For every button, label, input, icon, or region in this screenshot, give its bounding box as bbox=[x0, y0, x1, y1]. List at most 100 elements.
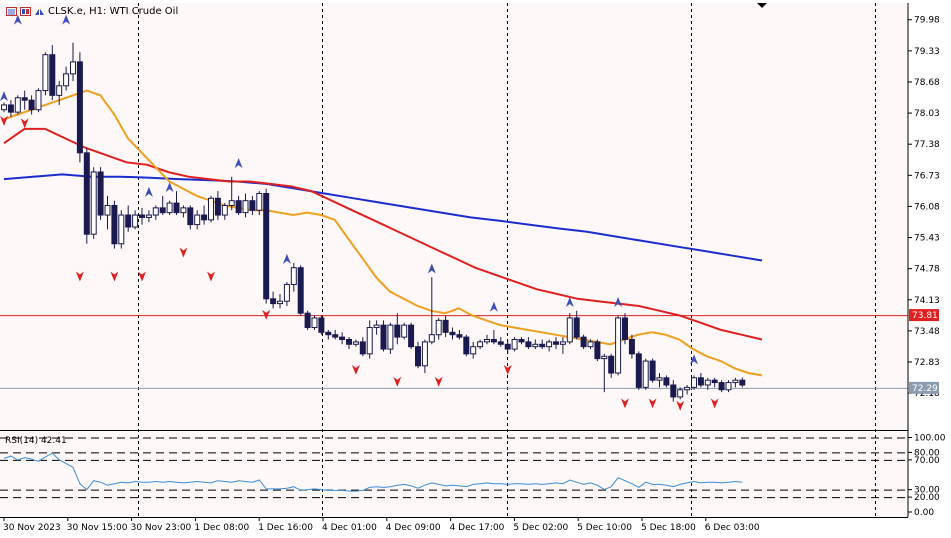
candle bbox=[214, 191, 221, 220]
fractal-down-icon bbox=[262, 309, 271, 320]
candle bbox=[608, 353, 615, 378]
candle-body bbox=[546, 341, 553, 348]
candle-body bbox=[497, 341, 504, 345]
candle bbox=[656, 373, 663, 388]
rsi-tick-label: 100.00 bbox=[914, 434, 946, 444]
candle-body bbox=[553, 341, 559, 345]
candle bbox=[470, 341, 477, 359]
bars-icon[interactable] bbox=[6, 7, 17, 16]
candle-body bbox=[7, 104, 14, 113]
ma-fast-line bbox=[3, 89, 763, 377]
tile-icon[interactable] bbox=[20, 7, 31, 16]
candle-body bbox=[449, 331, 456, 336]
candle-body bbox=[180, 207, 187, 214]
candle bbox=[415, 341, 421, 369]
candle bbox=[14, 95, 21, 115]
candle bbox=[704, 377, 711, 390]
candle bbox=[318, 315, 325, 335]
strategy-icon[interactable] bbox=[34, 7, 45, 16]
y-tick-label: 77.38 bbox=[914, 140, 940, 150]
candle bbox=[691, 375, 697, 390]
candle bbox=[684, 384, 691, 395]
rsi-series bbox=[3, 452, 743, 492]
candle-body bbox=[145, 214, 152, 218]
price-label: 73.81 bbox=[909, 309, 939, 322]
rsi-title: RSI(14) 42.41 bbox=[5, 436, 67, 446]
candle-body bbox=[587, 341, 594, 348]
chart-shift-marker-icon[interactable] bbox=[757, 3, 767, 8]
candle bbox=[725, 380, 732, 393]
candle-body bbox=[622, 317, 628, 340]
candle-body bbox=[63, 73, 70, 87]
candle bbox=[208, 195, 214, 223]
candle-body bbox=[456, 334, 463, 338]
candle bbox=[594, 339, 601, 362]
candle-body bbox=[235, 200, 242, 214]
candle-body bbox=[615, 317, 622, 374]
fractal-down-icon bbox=[648, 398, 657, 409]
y-tick-label: 74.13 bbox=[914, 296, 940, 306]
candle-body bbox=[566, 317, 573, 343]
candle bbox=[97, 167, 104, 220]
candle bbox=[242, 193, 249, 218]
fractal-down-icon bbox=[207, 271, 215, 282]
candle bbox=[173, 191, 180, 216]
candle bbox=[83, 148, 90, 244]
candle bbox=[104, 195, 111, 230]
fractal-up-icon bbox=[427, 263, 436, 274]
rsi-plot-area[interactable] bbox=[0, 432, 908, 517]
y-tick-label: 79.33 bbox=[914, 47, 940, 57]
fractal-down-icon bbox=[393, 376, 402, 387]
candle bbox=[311, 315, 318, 330]
candle-body bbox=[470, 346, 477, 355]
candle-body bbox=[49, 54, 56, 96]
candle-body bbox=[166, 202, 173, 214]
candle-body bbox=[97, 171, 104, 216]
candle bbox=[159, 195, 166, 216]
candle-body bbox=[711, 379, 718, 384]
x-tick-label: 5 Dec 18:00 bbox=[641, 523, 696, 533]
candle bbox=[249, 195, 256, 216]
candle bbox=[739, 377, 746, 388]
rsi-tick-label: 30.00 bbox=[914, 486, 940, 496]
vertical-grid bbox=[138, 3, 876, 517]
candle-body bbox=[559, 341, 566, 345]
candle bbox=[139, 207, 145, 225]
fractal-down-icon bbox=[110, 271, 119, 282]
fractal-up-icon bbox=[234, 158, 243, 169]
candle-body bbox=[490, 338, 497, 343]
price-label-box bbox=[909, 381, 939, 394]
x-tick-label: 5 Dec 10:00 bbox=[577, 523, 632, 533]
candle-body bbox=[380, 324, 387, 350]
y-tick-label: 76.08 bbox=[914, 202, 940, 212]
candle-body bbox=[387, 324, 394, 350]
candle-body bbox=[339, 336, 346, 340]
fractal-up-icon bbox=[565, 296, 574, 307]
y-tick-label: 73.48 bbox=[914, 327, 940, 337]
candle bbox=[1, 102, 7, 113]
candle bbox=[90, 167, 97, 239]
candle bbox=[201, 205, 208, 225]
candle-body bbox=[28, 99, 35, 111]
candle bbox=[511, 337, 518, 352]
candle-body bbox=[518, 338, 525, 343]
candle-body bbox=[332, 334, 339, 338]
candle-body bbox=[635, 353, 642, 388]
candle-body bbox=[228, 200, 235, 206]
x-tick-label: 30 Nov 15:00 bbox=[67, 523, 128, 533]
x-tick-label: 4 Dec 01:00 bbox=[322, 523, 377, 533]
candle bbox=[490, 329, 497, 345]
fractal-up-icon bbox=[62, 14, 71, 25]
candle bbox=[359, 337, 366, 357]
candle-body bbox=[152, 207, 159, 216]
candle-body bbox=[56, 85, 63, 96]
candle-body bbox=[187, 207, 194, 226]
fractal-up-icon bbox=[0, 91, 8, 102]
candle bbox=[463, 334, 470, 357]
candle bbox=[373, 320, 380, 335]
candle-body bbox=[214, 197, 221, 216]
candle bbox=[366, 320, 373, 359]
moving-averages bbox=[3, 89, 763, 377]
